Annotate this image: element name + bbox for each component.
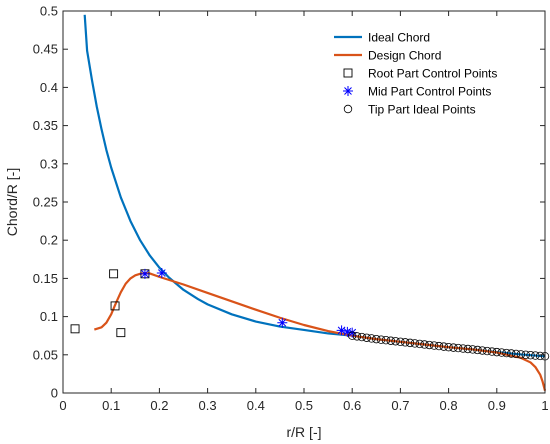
tip-part-ideal-points-marker [362, 333, 371, 342]
root-part-control-points-marker [109, 269, 119, 279]
tip-part-ideal-points-marker [487, 347, 497, 356]
legend-box [330, 28, 532, 127]
y-tick-label: 0.4 [40, 80, 58, 95]
tip-part-ideal-points-marker [425, 340, 434, 350]
tip-part-ideal-points-marker [386, 336, 395, 345]
legend-entry-mid-part-control-points: Mid Part Control Points [343, 85, 491, 99]
legend-label: Mid Part Control Points [368, 85, 491, 99]
legend-entry-tip-part-ideal-points: Tip Part Ideal Points [343, 103, 476, 117]
y-tick-label: 0.45 [33, 42, 58, 57]
x-tick-label: 0.4 [247, 398, 265, 413]
x-axis-label: r/R [-] [287, 424, 322, 440]
y-tick-label: 0.1 [40, 309, 58, 324]
mid-part-control-points-series [139, 268, 358, 338]
tip-part-ideal-points-marker [511, 349, 521, 359]
tip-part-ideal-points-marker [449, 343, 458, 352]
x-tick-label: 0 [59, 398, 66, 413]
y-tick-label: 0.3 [40, 156, 58, 171]
tip-part-ideal-points-marker [454, 343, 463, 353]
y-tick-label: 0.5 [40, 4, 58, 19]
x-tick-label: 0.1 [102, 398, 120, 413]
tip-part-ideal-points-marker [468, 345, 477, 354]
legend: Ideal Chord Design Chord Root Part Control… [330, 28, 532, 127]
x-tick-label: 0.6 [343, 398, 361, 413]
tip-part-ideal-points-marker [497, 348, 506, 357]
root-part-control-points-marker [70, 324, 80, 334]
tip-part-ideal-points-marker [429, 341, 439, 350]
mid-part-control-points-marker [347, 327, 358, 338]
tip-part-ideal-points-marker [396, 337, 405, 347]
tip-part-ideal-points-marker [376, 335, 386, 344]
tip-part-ideal-points-marker [482, 346, 492, 356]
tip-part-ideal-points-marker [381, 336, 391, 345]
legend-swatch [343, 86, 353, 96]
y-tick-label: 0.05 [33, 347, 58, 362]
tip-part-ideal-points-marker [478, 346, 487, 355]
legend-entry-design-chord: Design Chord [334, 49, 441, 63]
tip-part-ideal-points-marker [434, 341, 444, 351]
y-axis-label: Chord/R [-] [4, 168, 20, 236]
x-tick-label: 0.2 [150, 398, 168, 413]
tip-part-ideal-points-marker [372, 334, 381, 344]
x-tick-label: 0.5 [295, 398, 313, 413]
mid-part-control-points-marker [342, 326, 353, 337]
tip-part-ideal-points-marker [401, 338, 410, 347]
tip-part-ideal-points-marker [415, 339, 424, 349]
tip-part-ideal-points-marker [410, 339, 420, 348]
tip-part-ideal-points-marker [357, 332, 367, 342]
tip-part-ideal-points-marker [420, 340, 429, 349]
tip-part-ideal-points-marker [531, 351, 540, 360]
tip-part-ideal-points-series [348, 331, 550, 361]
root-part-control-points-marker [116, 328, 126, 338]
tip-part-ideal-points-marker [507, 349, 516, 358]
legend-entry-root-part-control-points: Root Part Control Points [343, 67, 497, 81]
tip-part-ideal-points-marker [463, 344, 473, 354]
tip-part-ideal-points-marker [348, 331, 357, 340]
tip-part-ideal-points-marker [405, 338, 415, 348]
x-tick-label: 0.7 [391, 398, 409, 413]
tip-part-ideal-points-marker [458, 344, 468, 353]
x-tick-label: 0.8 [440, 398, 458, 413]
mid-part-control-points-marker [156, 268, 167, 279]
tip-part-ideal-points-marker [444, 342, 453, 352]
tip-part-ideal-points-marker [526, 350, 535, 360]
legend-swatch [343, 104, 353, 114]
mid-part-control-points-marker [277, 317, 288, 328]
legend-label: Root Part Control Points [368, 67, 497, 81]
y-tick-label: 0.15 [33, 271, 58, 286]
y-tick-label: 0.35 [33, 118, 58, 133]
legend-label: Ideal Chord [368, 31, 430, 45]
legend-label: Design Chord [368, 49, 441, 63]
mid-part-control-points-marker [139, 268, 150, 279]
tip-part-ideal-points-marker [516, 350, 526, 359]
tip-part-ideal-points-marker [535, 351, 545, 361]
y-tick-label: 0.2 [40, 233, 58, 248]
tip-part-ideal-points-marker [367, 334, 376, 343]
tip-part-ideal-points-marker [473, 345, 482, 355]
y-tick-label: 0.25 [33, 195, 58, 210]
root-part-control-points-marker [110, 301, 120, 311]
mid-part-control-points-marker [336, 325, 347, 336]
x-tick-label: 0.3 [199, 398, 217, 413]
tip-part-ideal-points-marker [492, 347, 501, 357]
legend-swatch [343, 68, 353, 78]
tip-part-ideal-points-marker [439, 342, 448, 351]
plot-frame [62, 10, 546, 394]
x-tick-label: 1 [541, 398, 548, 413]
legend-entry-ideal-chord: Ideal Chord [334, 31, 430, 45]
tip-part-ideal-points-marker [521, 350, 530, 359]
tip-part-ideal-points-marker [391, 337, 400, 346]
legend-label: Tip Part Ideal Points [368, 103, 476, 117]
x-tick-label: 0.9 [488, 398, 506, 413]
tip-part-ideal-points-marker [352, 332, 362, 341]
y-tick-label: 0 [51, 386, 58, 401]
tip-part-ideal-points-marker [502, 348, 511, 358]
